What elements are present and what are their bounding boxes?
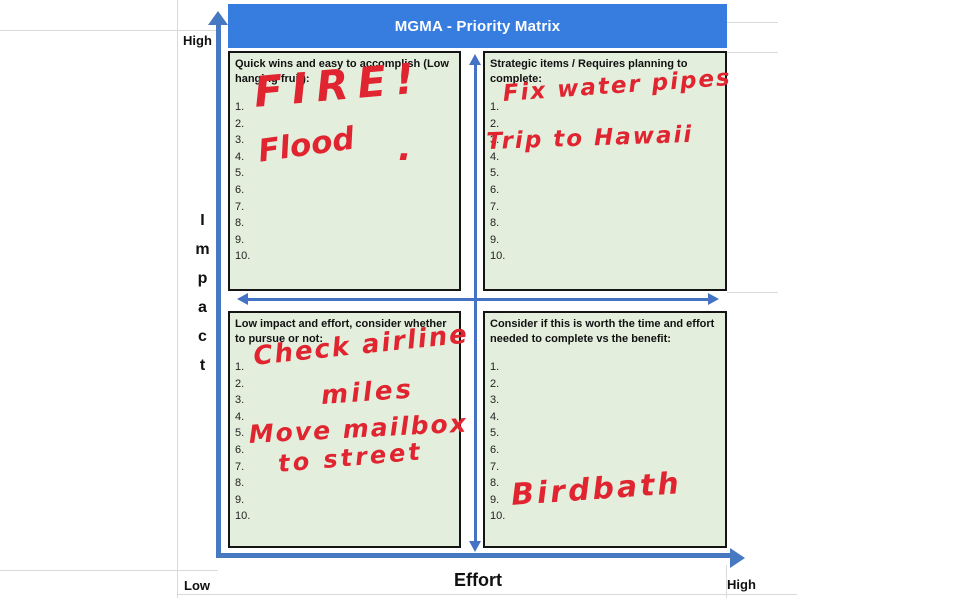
list-number: 7.: [490, 460, 500, 473]
matrix-title: MGMA - Priority Matrix: [394, 17, 561, 35]
mid-vertical-arrowhead-up-icon: [469, 54, 481, 65]
gridline: [727, 52, 778, 53]
gridline: [727, 22, 778, 23]
numbered-list: 1. 2. 3. 4. 5. 6. 7. 8. 9. 10.: [235, 99, 454, 265]
list-number: 7.: [490, 200, 500, 213]
list-number: 3.: [235, 134, 245, 147]
list-number: 5.: [490, 427, 500, 440]
gridline: [727, 292, 778, 293]
list-number: 5.: [490, 167, 500, 180]
list-number: 2.: [235, 117, 245, 130]
list-number: 8.: [235, 477, 245, 490]
list-number: 7.: [235, 460, 245, 473]
list-number: 8.: [490, 217, 500, 230]
numbered-list: 1. 2. 3. 4. 5. 6. 7. 8. 9. 10.: [490, 99, 720, 265]
numbered-list: 1. 2. 3. 4. 5. 6. 7. 8. 9. 10.: [490, 359, 720, 525]
quadrant-strategic-items[interactable]: Strategic items / Requires planning to c…: [483, 51, 727, 291]
list-number: 1.: [490, 101, 500, 113]
list-number: 9.: [490, 493, 500, 506]
list-number: 9.: [235, 493, 245, 506]
list-number: 6.: [235, 183, 245, 196]
gridline: [177, 0, 178, 598]
list-number: 8.: [235, 217, 245, 230]
list-number: 5.: [235, 427, 245, 440]
quadrant-header: Strategic items / Requires planning to c…: [490, 58, 688, 85]
list-number: 2.: [490, 377, 500, 390]
list-number: 8.: [490, 477, 500, 490]
gridline: [177, 594, 797, 595]
y-axis-arrowhead-icon: [208, 11, 228, 25]
list-number: 10.: [490, 250, 506, 263]
y-axis-title: Impact: [194, 212, 211, 386]
quadrant-quick-wins[interactable]: Quick wins and easy to accomplish (Low h…: [228, 51, 461, 291]
quadrant-low-impact[interactable]: Low impact and effort, consider whether …: [228, 311, 461, 548]
list-number: 3.: [490, 134, 500, 147]
list-number: 7.: [235, 200, 245, 213]
list-number: 2.: [235, 377, 245, 390]
x-axis-arrowhead-icon: [730, 548, 745, 568]
list-number: 4.: [235, 150, 245, 163]
numbered-list: 1. 2. 3. 4. 5. 6. 7. 8. 9. 10.: [235, 359, 454, 525]
list-number: 2.: [490, 117, 500, 130]
mid-vertical-arrow-line: [474, 62, 477, 544]
handwritten-dot: .: [398, 128, 412, 169]
gridline: [0, 30, 218, 31]
gridline: [0, 570, 218, 571]
quadrant-consider-worth[interactable]: Consider if this is worth the time and e…: [483, 311, 727, 548]
list-number: 10.: [235, 510, 251, 523]
origin-low-label: Low: [184, 578, 210, 593]
list-number: 5.: [235, 167, 245, 180]
mid-horizontal-arrowhead-right-icon: [708, 293, 719, 305]
list-number: 1.: [235, 361, 245, 373]
list-number: 6.: [490, 443, 500, 456]
quadrant-header: Consider if this is worth the time and e…: [490, 318, 715, 345]
mid-horizontal-arrowhead-left-icon: [237, 293, 248, 305]
y-axis-line: [216, 22, 221, 558]
list-number: 9.: [490, 233, 500, 246]
list-number: 3.: [235, 394, 245, 407]
list-number: 4.: [490, 410, 500, 423]
list-number: 9.: [235, 233, 245, 246]
mid-vertical-arrowhead-down-icon: [469, 541, 481, 552]
list-number: 6.: [490, 183, 500, 196]
quadrant-header: Low impact and effort, consider whether …: [235, 318, 447, 345]
list-number: 4.: [490, 150, 500, 163]
y-axis-high-label: High: [183, 33, 212, 48]
mid-horizontal-arrow-line: [246, 298, 710, 301]
title-bar: MGMA - Priority Matrix: [228, 4, 727, 48]
list-number: 4.: [235, 410, 245, 423]
list-number: 3.: [490, 394, 500, 407]
list-number: 10.: [235, 250, 251, 263]
list-number: 10.: [490, 510, 506, 523]
list-number: 1.: [490, 361, 500, 373]
x-axis-title: Effort: [454, 570, 502, 590]
list-number: 6.: [235, 443, 245, 456]
list-number: 1.: [235, 101, 245, 113]
quadrant-header: Quick wins and easy to accomplish (Low h…: [235, 58, 449, 85]
x-axis-line: [216, 553, 732, 558]
gridline: [726, 565, 727, 598]
x-axis-high-label: High: [727, 577, 756, 592]
